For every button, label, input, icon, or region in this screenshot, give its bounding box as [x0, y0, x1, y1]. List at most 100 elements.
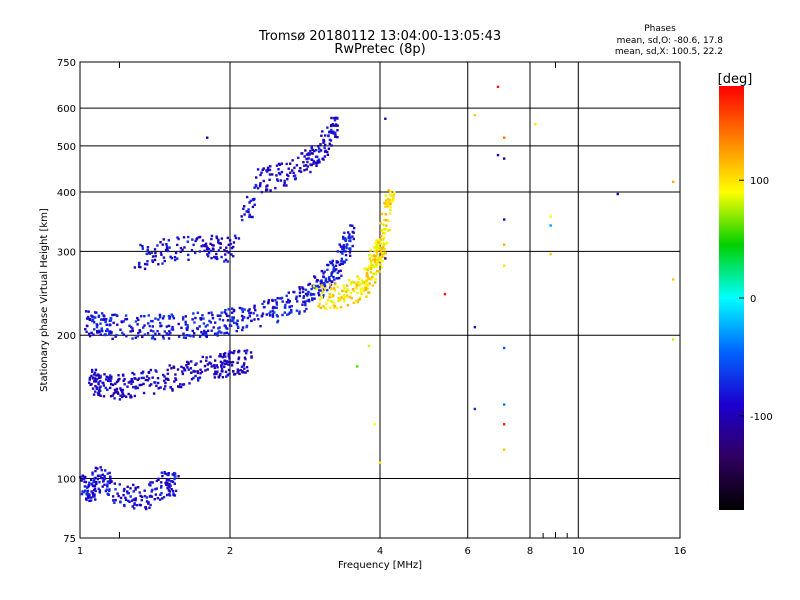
echo-point	[387, 189, 390, 192]
echo-point	[323, 283, 326, 286]
echo-point	[167, 472, 170, 475]
echo-point	[93, 480, 97, 484]
echo-point	[287, 291, 290, 294]
echo-point	[186, 240, 190, 243]
echo-point	[151, 260, 155, 264]
echo-point	[94, 498, 97, 501]
echo-point	[170, 328, 173, 331]
echo-point	[137, 263, 141, 266]
echo-point	[131, 505, 134, 508]
echo-point	[93, 487, 97, 490]
echo-point	[274, 186, 277, 190]
echo-point	[109, 379, 112, 383]
echo-point	[80, 479, 83, 482]
echo-point	[164, 248, 168, 252]
echo-point	[193, 332, 196, 335]
echo-point	[502, 157, 506, 160]
echo-point	[145, 507, 148, 511]
echo-point	[135, 503, 139, 507]
echo-point	[133, 266, 137, 269]
echo-point	[210, 237, 213, 241]
echo-point	[286, 173, 289, 176]
echo-point	[373, 249, 376, 252]
echo-point	[346, 303, 350, 307]
echo-point	[154, 317, 157, 320]
echo-point	[348, 247, 352, 250]
echo-point	[332, 294, 335, 297]
echo-point	[502, 423, 506, 426]
echo-point	[317, 160, 321, 164]
axis-ticks: 1 2 4 6 8 10 16 75 100 200 300 400 500 600 750	[57, 58, 686, 557]
echo-point	[356, 291, 359, 295]
echo-point	[97, 382, 100, 386]
echo-point	[302, 300, 305, 304]
echo-point	[358, 284, 361, 287]
echo-point	[131, 327, 134, 330]
echo-point	[361, 282, 365, 285]
echo-point	[164, 377, 168, 381]
echo-point	[106, 480, 110, 483]
echo-point	[341, 262, 345, 266]
echo-point	[387, 200, 390, 203]
echo-point	[328, 138, 332, 142]
echo-point	[192, 370, 195, 373]
echo-point	[173, 255, 177, 259]
echo-point	[326, 288, 329, 292]
echo-point	[211, 317, 215, 320]
echo-point	[224, 370, 228, 374]
echo-point	[168, 490, 172, 493]
echo-point	[288, 300, 291, 303]
echo-point	[129, 380, 132, 383]
echo-point	[147, 483, 151, 486]
echo-point	[364, 288, 368, 291]
echo-point	[260, 314, 264, 317]
echo-point	[97, 331, 100, 334]
echo-point	[83, 485, 87, 488]
echo-point	[232, 316, 235, 319]
echo-point	[97, 315, 100, 319]
echo-point	[310, 163, 313, 167]
echo-point	[348, 254, 352, 257]
echo-point	[320, 134, 323, 137]
echo-point	[109, 475, 112, 478]
echo-point	[322, 138, 325, 142]
echo-point	[334, 264, 338, 268]
echo-point	[142, 376, 145, 380]
echo-point	[320, 285, 324, 288]
echo-point	[227, 363, 230, 366]
echo-point	[111, 499, 115, 502]
echo-point	[100, 468, 103, 472]
echo-point	[370, 275, 374, 279]
echo-point	[332, 265, 336, 269]
echo-point	[303, 310, 306, 313]
echo-point	[126, 385, 129, 388]
echo-point	[230, 364, 234, 367]
echo-point	[265, 188, 268, 192]
echo-point	[386, 197, 390, 201]
echo-point	[286, 313, 289, 316]
echo-point	[198, 325, 201, 328]
echo-point	[377, 239, 380, 242]
echo-point	[127, 499, 130, 503]
echo-point	[374, 241, 377, 245]
echo-point	[187, 368, 190, 371]
echo-point	[125, 317, 129, 321]
echo-point	[379, 250, 382, 254]
echo-point	[332, 124, 335, 127]
echo-point	[245, 349, 249, 352]
echo-point	[84, 310, 88, 313]
echo-point	[352, 237, 356, 241]
echo-point	[140, 495, 144, 499]
echo-point	[281, 313, 284, 317]
echo-point	[313, 276, 317, 279]
echo-point	[112, 321, 115, 325]
echo-point	[109, 477, 112, 481]
echo-point	[189, 334, 192, 338]
echo-point	[149, 481, 152, 484]
echo-point	[157, 478, 160, 481]
echo-point	[298, 169, 301, 173]
echo-point	[143, 314, 146, 318]
echo-point	[341, 235, 345, 239]
echo-point	[255, 176, 258, 179]
echo-point	[345, 290, 348, 293]
